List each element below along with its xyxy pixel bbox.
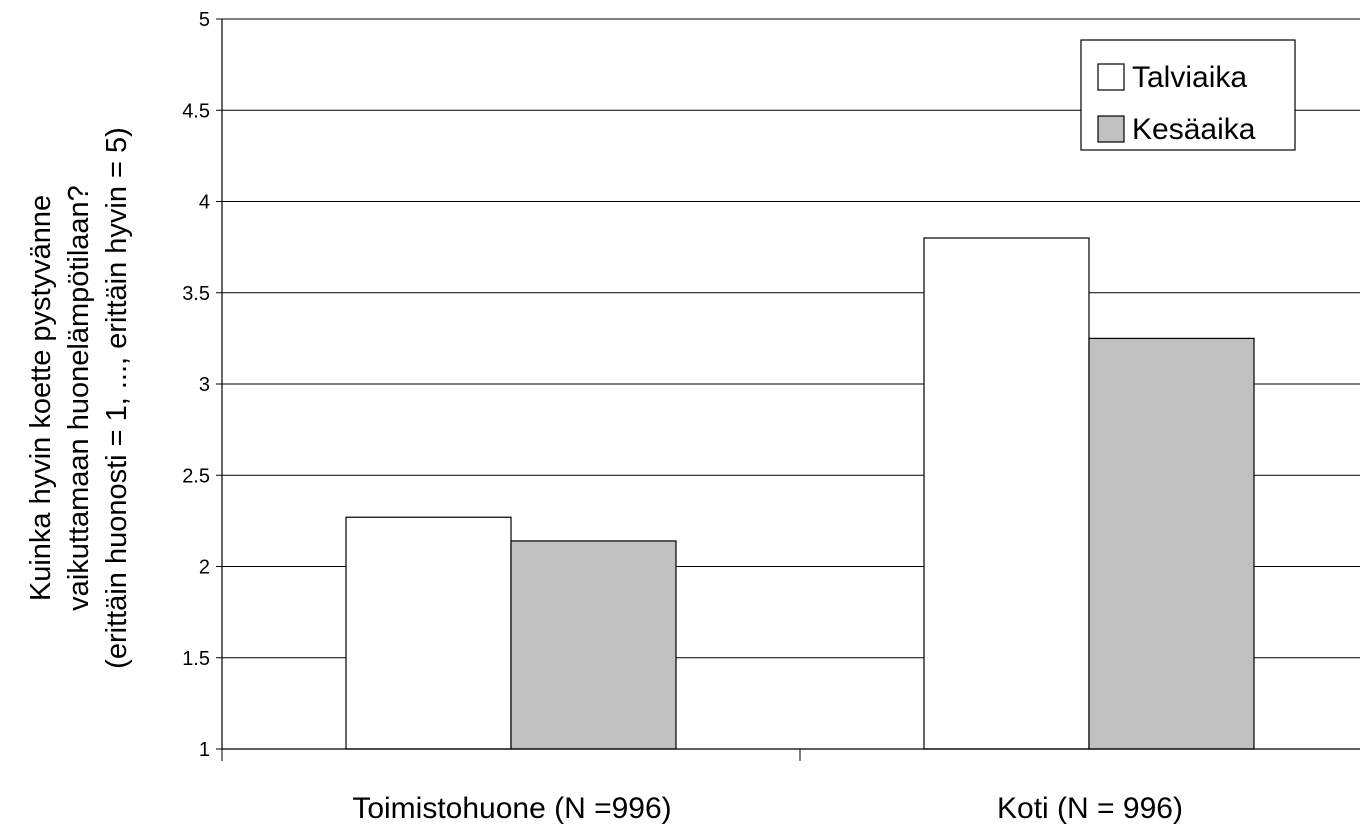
legend-swatch-kesaaika — [1097, 115, 1125, 143]
axes — [216, 18, 1360, 761]
bars — [345, 237, 1255, 750]
legend-label-talviaika: Talviaika — [1132, 61, 1247, 94]
legend-swatch-talviaika — [1097, 63, 1125, 91]
y-axis-label: Kuinka hyvin koette pystyvänne vaikuttama… — [25, 127, 133, 669]
legend-label-kesaaika: Kesäaika — [1132, 113, 1256, 146]
y-tick-label: 2.5 — [182, 465, 210, 487]
y-axis-label-line: (erittäin huonosti = 1, ..., erittäin hy… — [101, 127, 133, 669]
y-tick-labels: 1 1.5 2 2.5 3 3.5 4 4.5 5 — [182, 9, 210, 761]
x-category-label: Koti (N = 996) — [997, 792, 1183, 825]
y-tick-label: 1.5 — [182, 648, 210, 670]
y-tick-label: 4.5 — [182, 100, 210, 122]
y-tick-label: 3 — [199, 374, 210, 396]
y-axis-label-line: Kuinka hyvin koette pystyvänne — [25, 195, 57, 601]
x-category-labels: Toimistohuone (N =996) Koti (N = 996) — [352, 792, 1183, 825]
y-tick-label: 1 — [199, 739, 210, 761]
y-tick-label: 4 — [199, 192, 210, 214]
x-category-label: Toimistohuone (N =996) — [352, 792, 671, 825]
bar-talviaika-1 — [923, 237, 1090, 750]
y-tick-label: 2 — [199, 557, 210, 579]
legend: Talviaika Kesäaika — [1080, 39, 1296, 151]
bar-kesaaika-1 — [1088, 337, 1255, 750]
bar-talviaika-0 — [345, 516, 512, 750]
bar-kesaaika-0 — [510, 540, 677, 750]
y-tick-label: 5 — [199, 9, 210, 31]
y-axis-label-line: vaikuttamaan huonelämpötilaan? — [63, 185, 95, 611]
y-tick-label: 3.5 — [182, 283, 210, 305]
